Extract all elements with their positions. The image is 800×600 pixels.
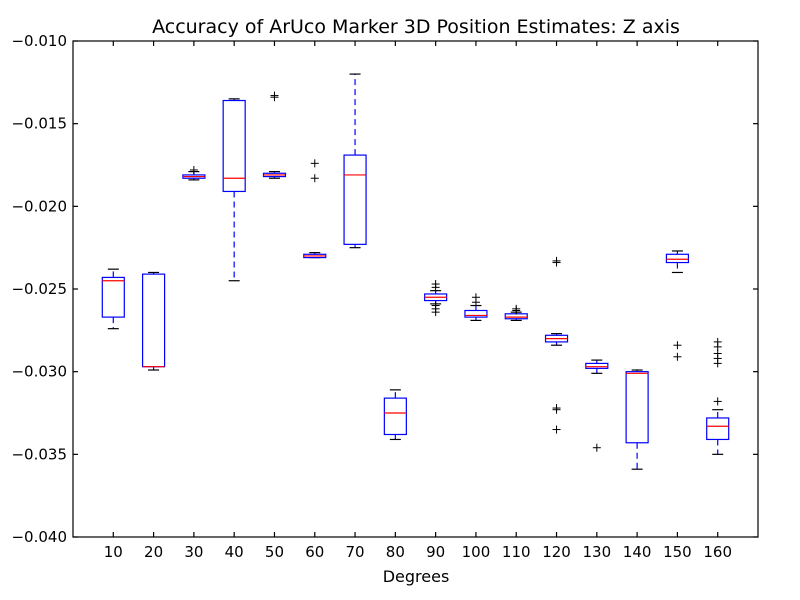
x-tick-label: 100 <box>462 543 491 561</box>
y-tick-label: −0.015 <box>11 115 67 133</box>
box <box>101 276 125 318</box>
plot-area: −0.010 −0.015 −0.020 −0.025 −0.030 −0.035 −0.0… <box>11 32 759 561</box>
y-tick-label: −0.020 <box>11 197 67 215</box>
x-tick-label: 130 <box>583 543 612 561</box>
x-tick-label: 150 <box>663 543 692 561</box>
box <box>665 253 690 264</box>
y-tick-label: −0.025 <box>11 280 67 298</box>
x-tick-label: 160 <box>703 543 732 561</box>
y-tick-label: −0.010 <box>11 32 67 50</box>
box <box>625 371 649 444</box>
x-axis-label: Degrees <box>383 567 450 586</box>
box <box>464 309 488 318</box>
x-tick-label: 20 <box>144 543 163 561</box>
x-tick-label: 50 <box>265 543 284 561</box>
box <box>383 397 407 436</box>
x-tick-label: 60 <box>305 543 324 561</box>
box <box>222 99 246 193</box>
x-tick-label: 70 <box>346 543 365 561</box>
box <box>706 417 730 441</box>
x-tick-label: 30 <box>184 543 203 561</box>
x-tick-label: 110 <box>502 543 531 561</box>
chart-title: Accuracy of ArUco Marker 3D Position Est… <box>152 16 680 38</box>
x-tick-label: 140 <box>623 543 652 561</box>
x-tick-label: 80 <box>386 543 405 561</box>
y-tick-label: −0.040 <box>11 528 67 546</box>
box <box>343 154 367 245</box>
box <box>585 362 609 369</box>
x-tick-label: 40 <box>225 543 244 561</box>
y-tick-label: −0.030 <box>11 363 67 381</box>
x-tick-label: 90 <box>426 543 445 561</box>
x-tick-label: 120 <box>542 543 571 561</box>
x-tick-label: 10 <box>104 543 123 561</box>
y-tick-label: −0.035 <box>11 445 67 463</box>
